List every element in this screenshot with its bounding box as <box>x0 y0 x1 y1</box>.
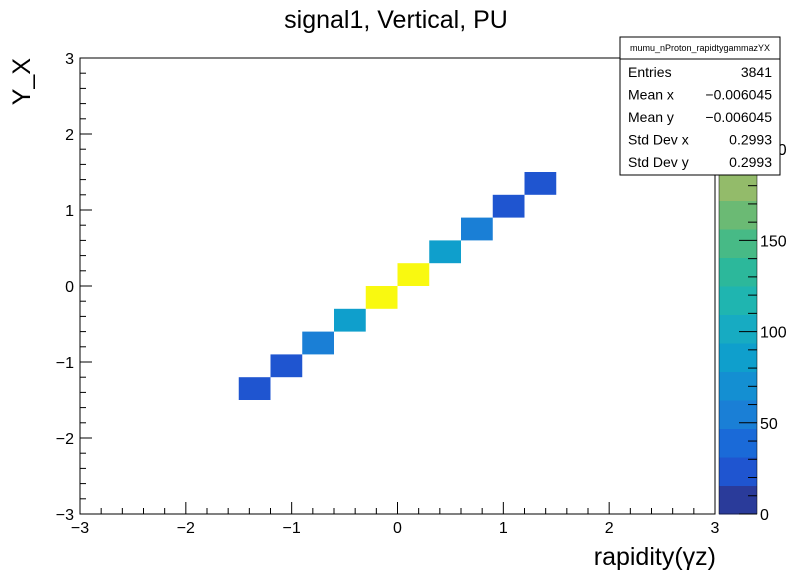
heatmap-cells <box>238 172 557 400</box>
stats-value: 3841 <box>741 64 772 80</box>
y-tick-label: 2 <box>65 127 74 144</box>
palette-band <box>719 172 757 201</box>
palette-tick-label: 150 <box>760 233 787 250</box>
heatmap-cell <box>334 308 366 332</box>
x-tick-label: 3 <box>711 520 720 537</box>
heatmap-cell <box>461 217 493 241</box>
x-tick-label: −2 <box>177 520 195 537</box>
stats-value: 0.2993 <box>729 132 772 148</box>
axes: −3 −2 −1 0 1 2 3 −3 −2 −1 0 1 2 3 <box>56 51 720 537</box>
palette-band <box>719 343 757 372</box>
palette-tick-label: 50 <box>760 416 778 433</box>
x-tick-label: 0 <box>393 520 402 537</box>
y-tick-label: −3 <box>56 507 74 524</box>
stats-box: mumu_nProton_rapidtygammazYX Entries 3841 M… <box>619 36 781 176</box>
stats-value: 0.2993 <box>729 154 772 170</box>
stats-label: Mean x <box>628 87 674 103</box>
stats-name: mumu_nProton_rapidtygammazYX <box>630 43 770 53</box>
stats-label: Std Dev y <box>628 154 689 170</box>
x-tick-label: −1 <box>283 520 301 537</box>
stats-value: −0.006045 <box>705 109 772 125</box>
palette-tick-label: 0 <box>760 507 769 524</box>
stats-label: Mean y <box>628 109 674 125</box>
palette-band <box>719 457 757 486</box>
palette-band <box>719 257 757 287</box>
heatmap-cell <box>524 172 557 195</box>
palette-band <box>719 485 757 515</box>
palette-band <box>719 286 757 315</box>
heatmap-cell <box>397 263 430 286</box>
heatmap-cell <box>238 377 271 400</box>
y-tick-label: 0 <box>65 279 74 296</box>
x-axis-label: rapidity(γz) <box>594 543 716 571</box>
heatmap-cell <box>492 194 525 218</box>
heatmap-cell <box>429 240 461 264</box>
x-tick-label: 2 <box>605 520 614 537</box>
stats-label: Std Dev x <box>628 132 689 148</box>
palette-tick-label: 100 <box>760 325 787 342</box>
palette-band <box>719 428 757 458</box>
y-axis-label: Y_X <box>8 58 36 106</box>
heatmap-cell <box>302 331 334 355</box>
heatmap-cell <box>270 354 303 378</box>
y-tick-label: −2 <box>56 431 74 448</box>
chart-title: signal1, Vertical, PU <box>284 6 508 34</box>
palette-band <box>719 200 757 230</box>
x-tick-label: 1 <box>499 520 508 537</box>
x-tick-label: −3 <box>71 520 89 537</box>
y-tick-label: −1 <box>56 355 74 372</box>
heatmap-cell <box>365 286 398 309</box>
palette-band <box>719 229 757 258</box>
y-tick-label: 3 <box>65 51 74 68</box>
stats-background <box>619 36 781 176</box>
stats-value: −0.006045 <box>705 87 772 103</box>
stats-label: Entries <box>628 64 672 80</box>
palette-band <box>719 314 757 344</box>
y-tick-label: 1 <box>65 203 74 220</box>
